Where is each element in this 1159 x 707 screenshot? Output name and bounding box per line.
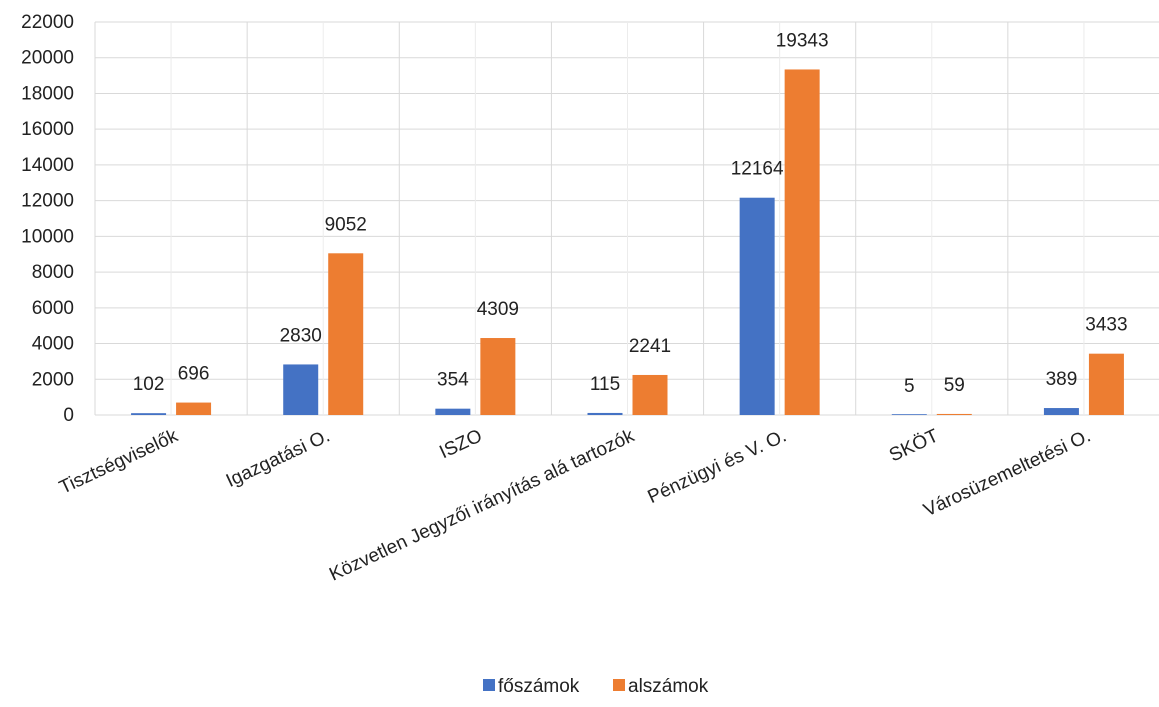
bar-foszamok [283, 364, 319, 415]
y-tick-label: 12000 [21, 191, 74, 212]
legend: főszámok alszámok [483, 676, 709, 697]
y-tick-label: 16000 [21, 119, 74, 140]
x-tick-label: ISZO [436, 425, 485, 463]
data-label: 5 [904, 376, 915, 397]
bar-alszamok [1088, 353, 1124, 415]
data-label: 354 [437, 370, 469, 391]
bar-foszamok [587, 412, 623, 415]
bars [131, 69, 1124, 415]
bar-foszamok [1043, 408, 1079, 415]
legend-label: alszámok [628, 676, 709, 697]
data-labels: 102 696 2830 9052 354 4309 115 2241 12164 19343 5 5… [133, 30, 1128, 396]
data-label: 2830 [280, 325, 322, 346]
bar-foszamok [891, 414, 927, 415]
y-tick-label: 2000 [32, 369, 74, 390]
data-label: 19343 [776, 30, 829, 51]
y-tick-label: 0 [63, 405, 74, 426]
data-label: 4309 [477, 299, 519, 320]
bar-alszamok [328, 253, 364, 415]
y-tick-label: 14000 [21, 155, 74, 176]
legend-swatch [613, 679, 625, 691]
y-tick-label: 20000 [21, 48, 74, 69]
bar-foszamok [435, 408, 471, 415]
y-tick-label: 6000 [32, 298, 74, 319]
data-label: 12164 [731, 159, 784, 180]
y-tick-label: 18000 [21, 83, 74, 104]
y-tick-label: 4000 [32, 334, 74, 355]
data-label: 696 [178, 364, 210, 385]
x-tick-label: Városüzemeltetési O. [921, 425, 1094, 521]
gridlines [94, 21, 1159, 416]
data-label: 102 [133, 374, 165, 395]
x-tick-label: Tisztségviselők [56, 425, 181, 498]
y-tick-label: 10000 [21, 226, 74, 247]
bar-alszamok [784, 69, 820, 415]
legend-label: főszámok [498, 676, 580, 697]
bar-foszamok [739, 197, 775, 415]
data-label: 2241 [629, 336, 671, 357]
y-tick-label: 22000 [21, 12, 74, 33]
x-tick-label: SKÖT [886, 425, 942, 466]
x-tick-label: Igazgatási O. [223, 425, 333, 491]
bar-alszamok [632, 374, 668, 415]
legend-swatch [483, 679, 495, 691]
bar-alszamok [176, 402, 212, 415]
x-axis: Tisztségviselők Igazgatási O. ISZOKözvetle… [56, 425, 1094, 585]
data-label: 59 [944, 375, 965, 396]
y-tick-label: 8000 [32, 262, 74, 283]
x-tick-label: Közvetlen Jegyzői irányítás alá tartozók [326, 425, 638, 585]
x-tick-label: Pénzügyi és V. O. [645, 425, 790, 508]
y-axis: 0 2000 4000 6000 8000 10000 12000 14000 16000 180… [21, 12, 74, 426]
data-label: 389 [1046, 369, 1078, 390]
data-label: 115 [590, 374, 620, 395]
data-label: 9052 [325, 214, 367, 235]
bar-alszamok [480, 338, 516, 415]
bar-alszamok [936, 413, 972, 415]
bar-foszamok [131, 413, 167, 415]
data-label: 3433 [1085, 315, 1127, 336]
